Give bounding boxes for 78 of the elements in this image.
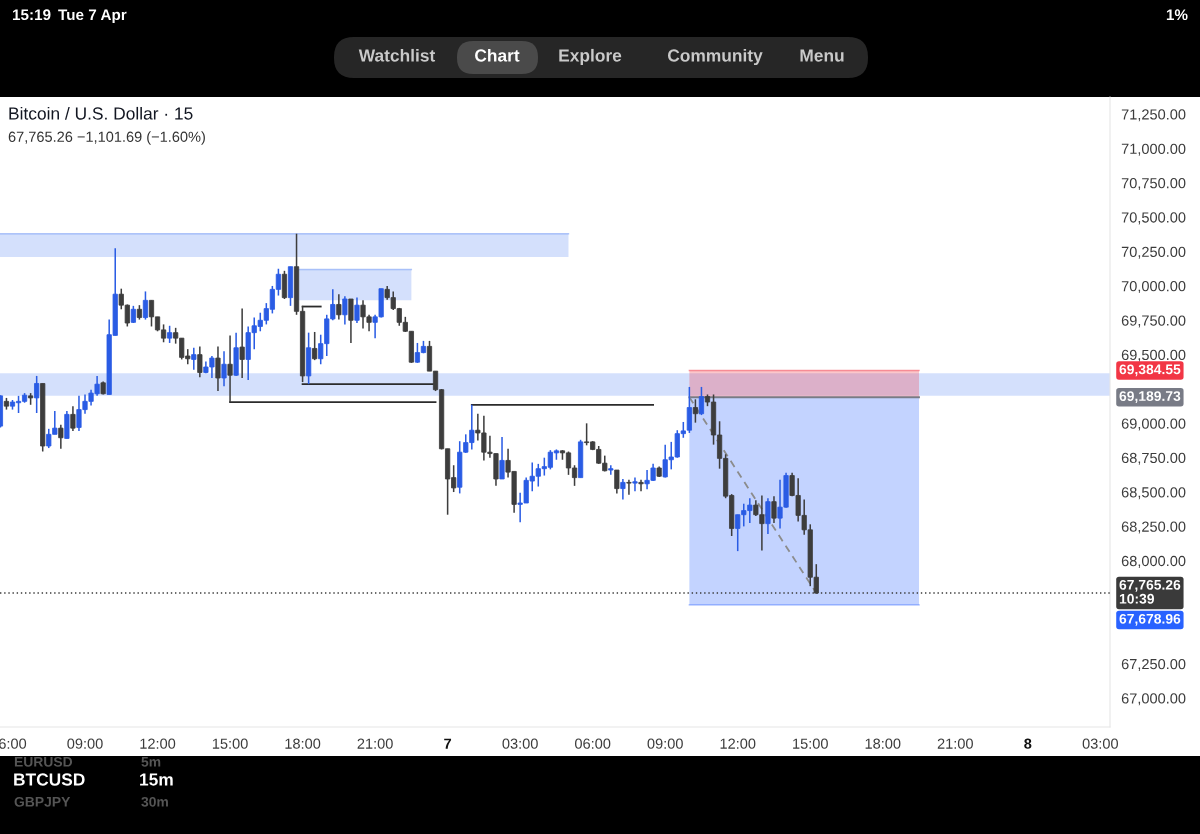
x-tick-label: 21:00 xyxy=(357,738,393,749)
text: 30m xyxy=(141,796,168,807)
y-tick-label: 68,250.00 xyxy=(1121,521,1186,534)
y-tick-label: 68,500.00 xyxy=(1121,487,1186,500)
y-tick-label: 68,750.00 xyxy=(1121,452,1186,465)
x-tick-label: 15:00 xyxy=(212,738,248,749)
candlestick xyxy=(608,464,614,476)
text: BTCUSD xyxy=(14,773,85,786)
text: 69,189.73 xyxy=(1119,391,1181,404)
text: 5m xyxy=(141,757,161,767)
y-tick-label: 69,000.00 xyxy=(1121,418,1186,431)
ref-line-label: 67,765.26 10:39 xyxy=(1119,579,1181,604)
candlestick xyxy=(227,334,233,403)
text: 15m xyxy=(140,773,173,786)
text: Explore xyxy=(559,48,622,66)
x-tick-label: 18:00 xyxy=(865,738,901,749)
y-tick-label: 70,750.00 xyxy=(1121,177,1186,191)
x-tick-label: 09:00 xyxy=(67,738,103,749)
candlestick xyxy=(336,293,342,321)
text: 67,678.96 xyxy=(1119,613,1181,626)
text: 15:19 xyxy=(12,9,51,21)
text: Chart xyxy=(475,48,520,62)
candlestick xyxy=(632,476,638,493)
text: Tue 7 Apr xyxy=(58,9,127,24)
x-tick-label: 06:00 xyxy=(575,738,611,749)
candlestick xyxy=(765,497,771,535)
y-tick-label: 70,250.00 xyxy=(1121,246,1186,259)
candlestick xyxy=(348,298,354,344)
candlestick xyxy=(692,398,699,424)
candlestick xyxy=(281,270,288,300)
candlestick xyxy=(215,345,221,392)
candlestick xyxy=(698,386,705,416)
candlestick xyxy=(70,405,76,432)
x-tick-label: 18:00 xyxy=(285,738,321,749)
candlestick xyxy=(499,436,505,480)
text: EURUSD xyxy=(14,756,73,767)
candlestick xyxy=(626,478,632,496)
x-tick-label: 03:00 xyxy=(502,738,538,749)
text: Watchlist xyxy=(358,48,436,62)
candlestick xyxy=(354,296,360,324)
x-tick-label: 12:00 xyxy=(140,738,176,749)
candlestick xyxy=(221,350,227,388)
candlestick xyxy=(638,478,644,493)
y-tick-label: 70,500.00 xyxy=(1121,212,1186,225)
y-tick-label: 71,250.00 xyxy=(1121,109,1186,122)
text: 67,765.26 −1,101.69 (−1.60%) xyxy=(8,131,205,145)
text: Menu xyxy=(800,49,844,62)
candlestick xyxy=(342,295,348,326)
y-tick-label: 70,000.00 xyxy=(1121,281,1186,294)
text: Community xyxy=(667,48,763,66)
text: GBPJPY xyxy=(14,796,71,807)
y-tick-label: 71,000.00 xyxy=(1121,143,1186,156)
candlestick xyxy=(239,307,245,379)
y-tick-label: 69,500.00 xyxy=(1121,349,1186,362)
y-tick-label: 68,000.00 xyxy=(1121,555,1186,568)
x-tick-label: 21:00 xyxy=(937,738,973,749)
x-tick-label: 09:00 xyxy=(647,738,683,749)
candlestick xyxy=(312,331,318,361)
y-tick-label: 67,000.00 xyxy=(1121,693,1186,706)
chart-title: Bitcoin / U.S. Dollar · 15 xyxy=(9,106,193,120)
x-tick-label: 15:00 xyxy=(793,738,828,749)
x-tick-label: 03:00 xyxy=(1082,738,1119,749)
candlestick xyxy=(620,478,626,501)
x-tick-label: 6:00 xyxy=(0,738,27,749)
candlestick xyxy=(191,346,197,371)
candlestick xyxy=(197,345,203,379)
candlestick xyxy=(142,290,149,321)
y-tick-label: 67,250.00 xyxy=(1121,658,1186,671)
x-tick-label: 8 xyxy=(1024,738,1032,749)
candlestick xyxy=(614,469,620,495)
text: 1% xyxy=(1166,9,1188,21)
x-tick-label: 12:00 xyxy=(720,738,756,749)
y-tick-label: 69,750.00 xyxy=(1121,315,1186,328)
candlestick xyxy=(771,495,777,524)
candlestick xyxy=(34,375,40,414)
x-tick-label: 7 xyxy=(444,738,452,749)
candlestick xyxy=(58,423,64,450)
text: 69,384.55 xyxy=(1119,364,1181,377)
